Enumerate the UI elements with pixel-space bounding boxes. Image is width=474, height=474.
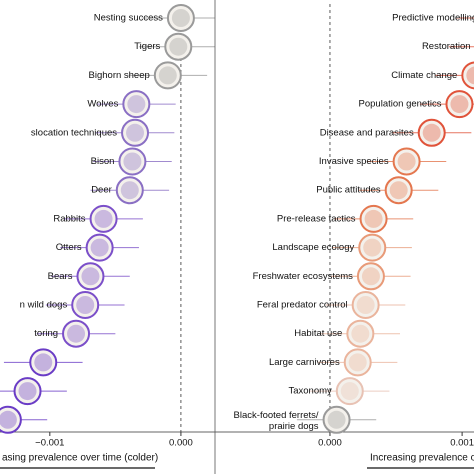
point — [29, 348, 58, 377]
point — [359, 204, 388, 233]
point-icon — [34, 353, 53, 372]
category-label: slocation techniques — [31, 127, 117, 138]
point-icon — [123, 152, 142, 171]
point — [335, 377, 364, 406]
point-icon — [18, 382, 37, 401]
category-label: Nesting success — [94, 13, 163, 24]
point — [76, 262, 105, 291]
point — [71, 291, 100, 319]
point — [417, 118, 446, 147]
panel: −0.001 0.000 asing prevalence over time (c… — [0, 4, 215, 469]
point-icon — [81, 267, 100, 286]
point-icon — [389, 181, 408, 200]
category-label: Deer — [91, 185, 112, 196]
category-label: Disease and parasites — [320, 127, 414, 138]
point-icon — [0, 410, 17, 429]
x-tick-label: 0.001 — [450, 438, 474, 449]
category-label: Tigers — [134, 41, 160, 52]
category-label: toring — [34, 328, 58, 339]
category-label: Feral predator control — [257, 300, 348, 311]
point — [153, 61, 182, 90]
category-label: Large carnivores — [269, 357, 340, 368]
point-icon — [90, 238, 109, 257]
point — [13, 377, 42, 406]
point-icon — [361, 267, 380, 286]
point-icon — [340, 382, 359, 401]
point-icon — [120, 181, 139, 200]
category-label: Public attitudes — [316, 185, 381, 196]
point-icon — [126, 123, 145, 142]
point-icon — [422, 123, 441, 142]
point — [384, 176, 413, 205]
x-tick-label: −0.001 — [35, 438, 64, 449]
point — [358, 233, 387, 262]
point — [392, 147, 421, 176]
point-icon — [327, 410, 346, 429]
category-label: Landscape ecology — [272, 242, 354, 253]
point — [0, 405, 22, 434]
point — [121, 118, 150, 147]
x-tick-label: 0.000 — [318, 438, 342, 449]
point-icon — [348, 353, 367, 372]
point — [322, 405, 351, 434]
point-icon — [67, 324, 86, 343]
point — [346, 319, 375, 348]
category-label: Otters — [56, 242, 82, 253]
category-label: Population genetics — [359, 99, 442, 110]
point-icon — [158, 66, 177, 85]
point — [62, 319, 91, 348]
point — [356, 262, 385, 291]
point-icon — [450, 95, 469, 114]
point-icon — [363, 238, 382, 257]
category-label: Predictive modelling — [392, 13, 474, 24]
point — [164, 32, 193, 61]
category-label: Wolves — [87, 99, 118, 110]
point — [461, 61, 474, 90]
category-label: Climate change — [391, 70, 457, 81]
category-label: Habitat use — [294, 328, 342, 339]
category-label: Taxonomy — [288, 386, 332, 397]
category-label: Rabbits — [53, 213, 85, 224]
point — [89, 204, 118, 233]
x-axis-label: Increasing prevalence over — [370, 453, 474, 464]
point — [122, 90, 151, 119]
x-tick-label: 0.000 — [169, 438, 193, 449]
point-icon — [127, 95, 146, 114]
panel: 0.000 0.001 Increasing prevalence over Pred… — [215, 4, 474, 469]
point — [351, 291, 380, 319]
point — [115, 176, 144, 205]
category-label: Black-footed ferrets/prairie dogs — [234, 409, 319, 431]
category-label: Invasive species — [319, 156, 389, 167]
point-icon — [397, 152, 416, 171]
point-icon — [169, 37, 188, 56]
category-label: Pre-release tactics — [277, 213, 356, 224]
point — [85, 233, 114, 262]
point-icon — [76, 296, 95, 314]
point — [445, 90, 474, 119]
category-label: Bison — [91, 156, 115, 167]
point-icon — [466, 66, 474, 85]
point — [166, 4, 195, 32]
point-icon — [351, 324, 370, 343]
point — [343, 348, 372, 377]
category-label: Bighorn sheep — [89, 70, 150, 81]
x-axis-label: asing prevalence over time (colder) — [2, 453, 158, 464]
point — [118, 147, 147, 176]
category-label: n wild dogs — [20, 300, 68, 311]
category-label: Bears — [48, 271, 73, 282]
point-icon — [171, 9, 190, 27]
point-icon — [94, 209, 113, 228]
category-label: Restoration — [422, 41, 471, 52]
category-label: Freshwater ecosystems — [253, 271, 354, 282]
point-icon — [364, 209, 383, 228]
point-icon — [356, 296, 375, 314]
